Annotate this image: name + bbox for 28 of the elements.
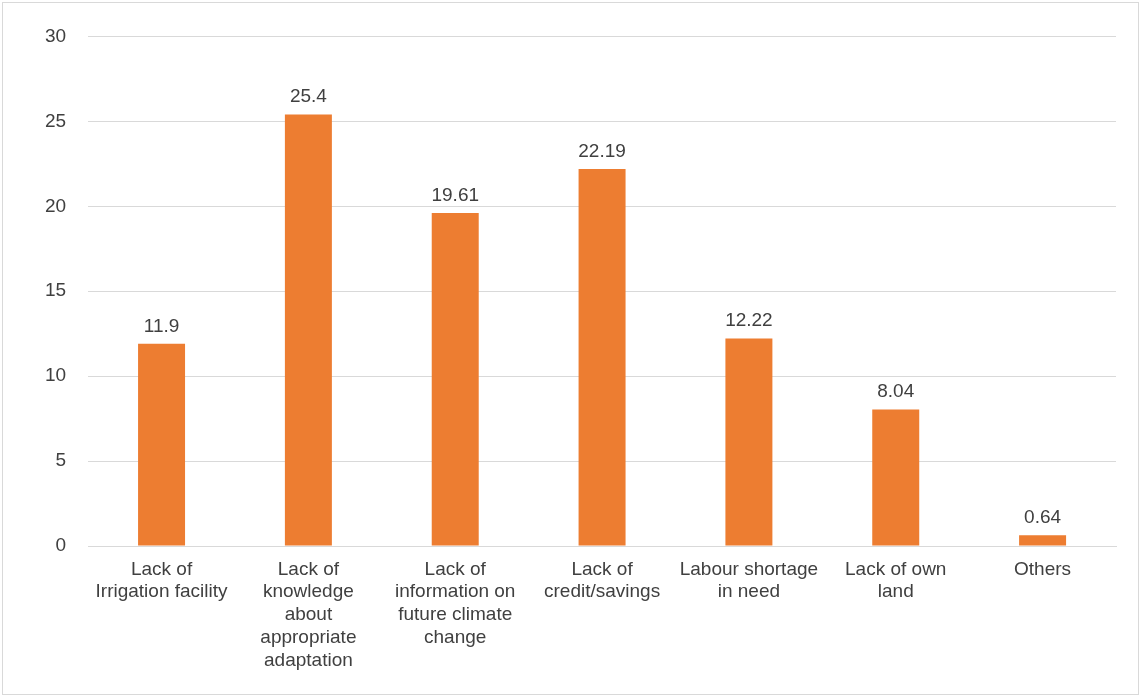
bar (578, 169, 626, 546)
bar (1019, 535, 1067, 546)
data-label: 25.4 (289, 85, 328, 107)
data-label: 12.22 (725, 309, 773, 331)
bar (872, 409, 920, 546)
x-tick-label: Lack of Irrigation facility (95, 557, 229, 602)
data-label: 0.64 (1024, 505, 1062, 527)
y-tick-label: 0 (55, 534, 67, 556)
y-tick-label: 20 (44, 194, 67, 216)
x-tick-label: Labour shortage in need (679, 557, 819, 602)
data-label: 22.19 (578, 139, 626, 161)
bar (138, 343, 186, 546)
y-tick-label: 30 (44, 24, 67, 46)
x-tick-label: Lack of credit/savings (543, 557, 661, 602)
x-tick-label: Others (1014, 557, 1072, 579)
y-tick-label: 10 (44, 364, 67, 386)
x-tick-label: Lack of own land (845, 557, 947, 602)
data-label: 19.61 (431, 183, 479, 205)
y-tick-label: 25 (44, 109, 67, 131)
data-label: 11.9 (143, 314, 180, 336)
bar (431, 212, 479, 546)
x-tick-label: Lack of information on future climate change (395, 557, 516, 648)
data-label: 8.04 (877, 380, 915, 402)
bar (284, 114, 332, 546)
x-tick-label: Lack of knowledge about appropriate adaptation (260, 557, 357, 670)
bar (725, 338, 773, 546)
y-tick-label: 5 (55, 449, 67, 471)
y-tick-label: 15 (44, 279, 67, 301)
